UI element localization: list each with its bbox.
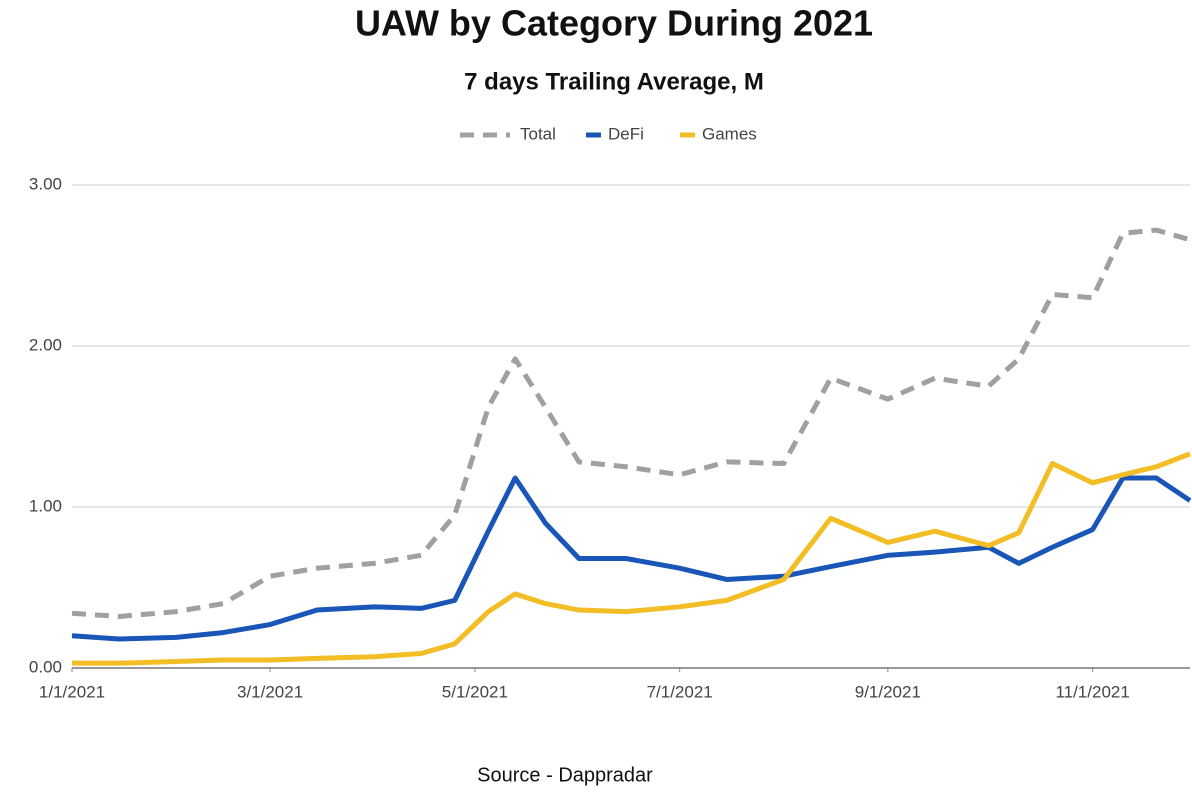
series-line — [71, 475, 1192, 642]
y-tick-label: 2.00 — [29, 335, 62, 354]
chart-subtitle: 7 days Trailing Average, M — [464, 68, 764, 95]
x-tick-label: 5/1/2021 — [442, 682, 508, 701]
chart-title: UAW by Category During 2021 — [355, 3, 873, 44]
x-tick-label: 3/1/2021 — [237, 682, 303, 701]
legend-label: Games — [702, 124, 757, 143]
series-line — [71, 227, 1191, 619]
x-tick-label: 1/1/2021 — [39, 682, 105, 701]
series-line — [72, 451, 1191, 666]
x-tick-label: 9/1/2021 — [855, 682, 921, 701]
legend-label: DeFi — [608, 124, 644, 143]
y-tick-label: 3.00 — [29, 174, 62, 193]
y-tick-label: 1.00 — [29, 496, 62, 515]
y-tick-label: 0.00 — [29, 657, 62, 676]
x-tick-label: 7/1/2021 — [647, 682, 713, 701]
source-note: Source - Dappradar — [477, 764, 653, 786]
x-tick-label: 11/1/2021 — [1055, 682, 1129, 701]
legend-label: Total — [520, 124, 556, 143]
